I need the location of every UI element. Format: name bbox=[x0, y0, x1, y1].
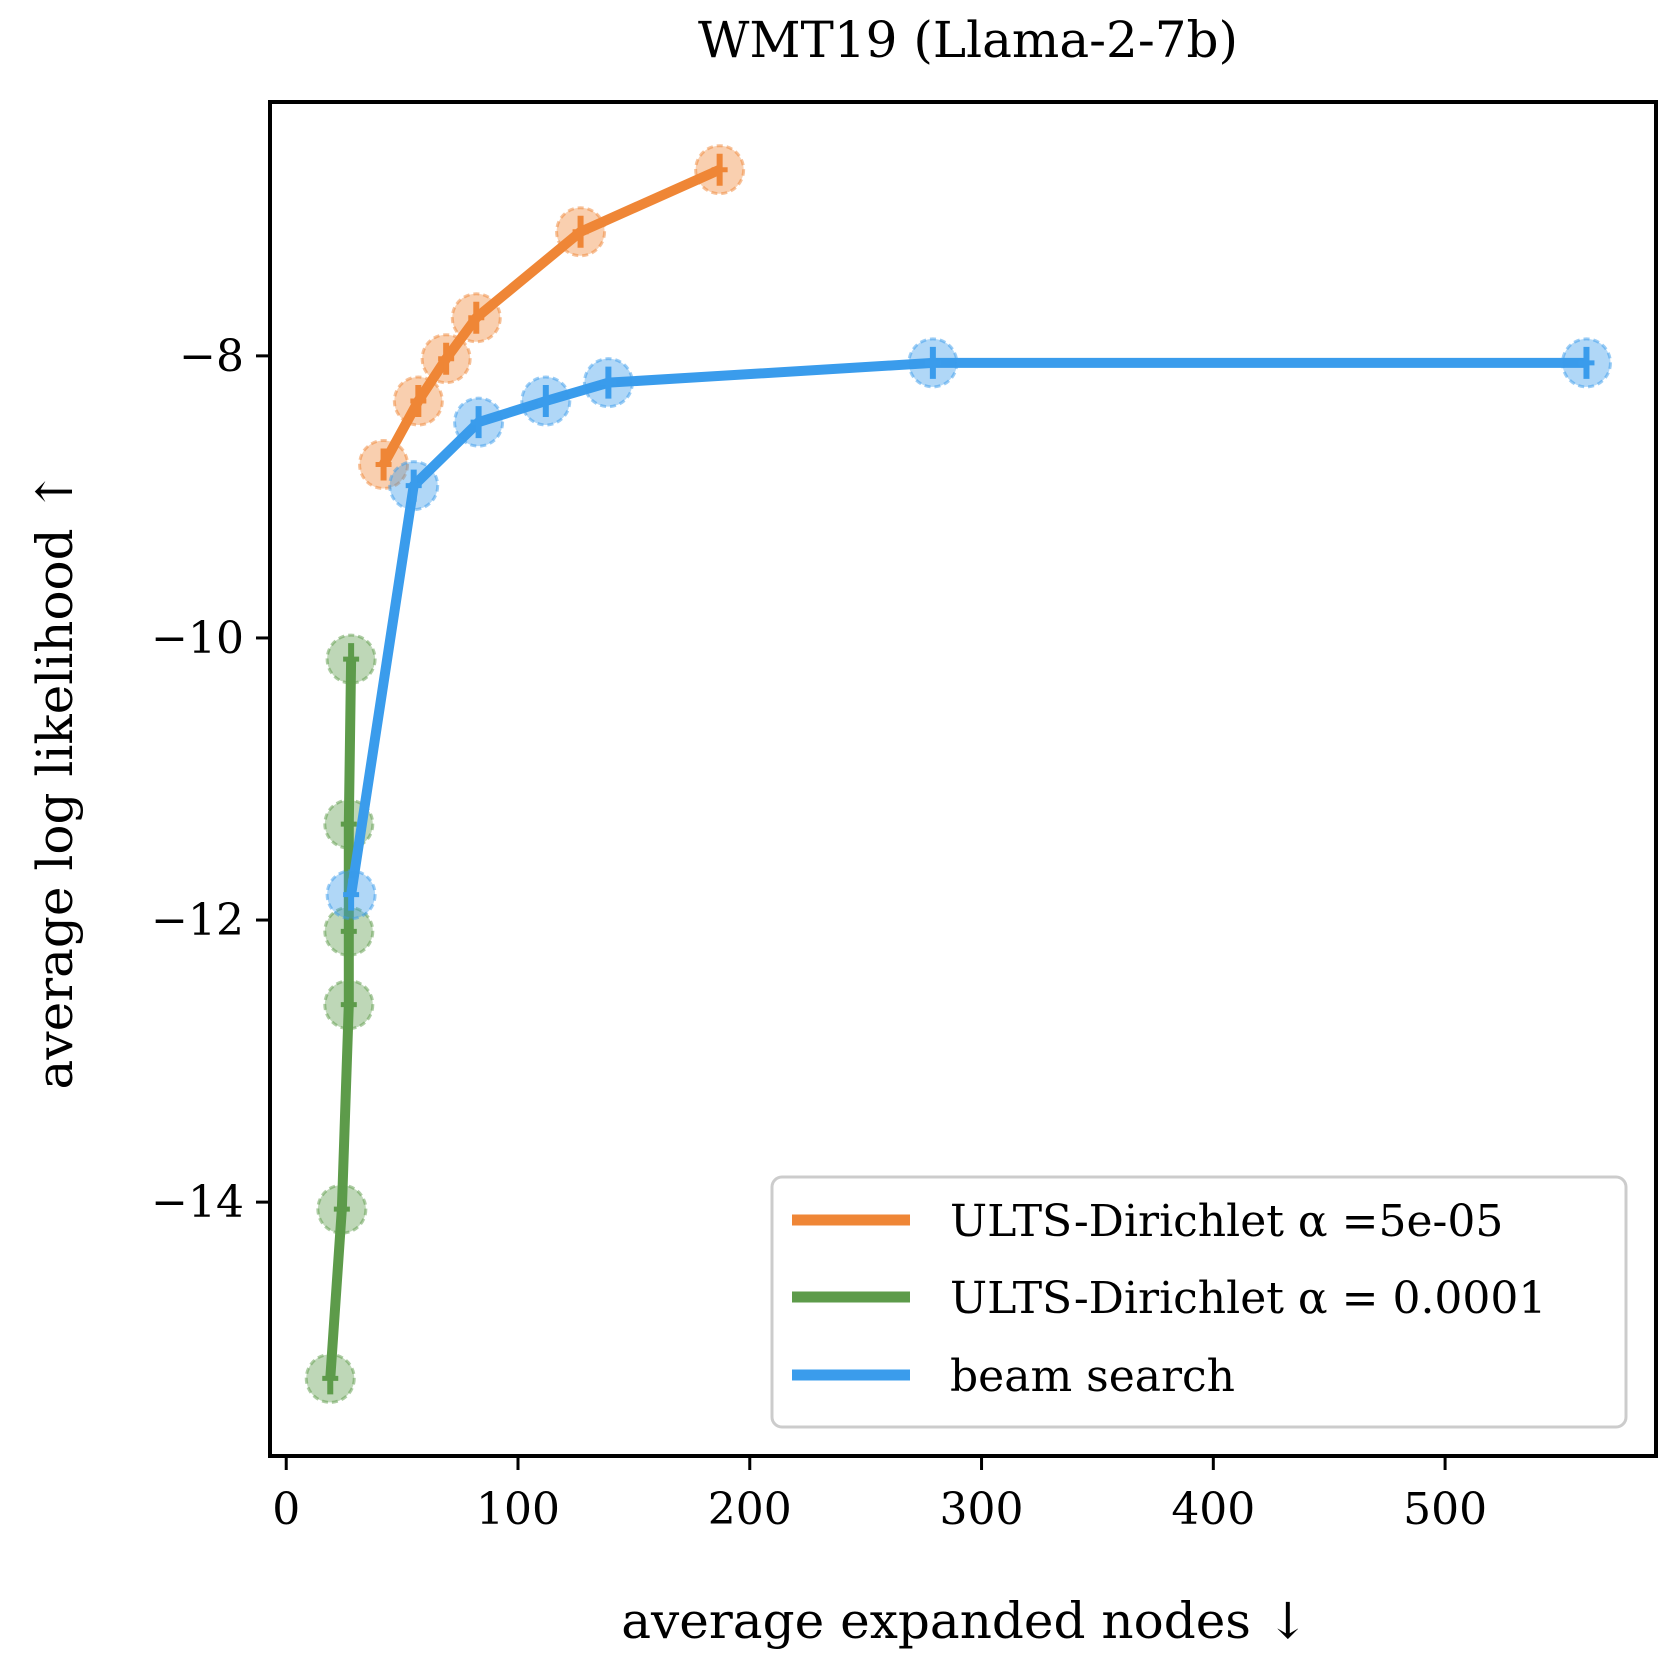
series-line-2 bbox=[346, 357, 1587, 896]
legend-label-ults-5e-05: ULTS-Dirichlet α =5e-05 bbox=[950, 1196, 1503, 1247]
x-tick-label-300: 300 bbox=[940, 1484, 1024, 1535]
x-axis-label: average expanded nodes ↓ bbox=[621, 1592, 1309, 1650]
legend-label-ults-0.0001: ULTS-Dirichlet α = 0.0001 bbox=[950, 1273, 1546, 1324]
y-tick-label--14: −14 bbox=[151, 1177, 244, 1228]
y-tick-label--10: −10 bbox=[151, 613, 244, 664]
x-axis: 0 100 200 300 400 500 bbox=[272, 1456, 1487, 1535]
plot-area bbox=[304, 144, 1612, 1404]
y-axis: −14 −12 −10 −8 bbox=[151, 331, 270, 1228]
plot-frame bbox=[268, 100, 1658, 1458]
y-tick-label--12: −12 bbox=[151, 895, 244, 946]
legend-label-beam-search: beam search bbox=[950, 1351, 1235, 1402]
chart-title: WMT19 (Llama-2-7b) bbox=[698, 11, 1238, 69]
legend: ULTS-Dirichlet α =5e-05 ULTS-Dirichlet α… bbox=[770, 1175, 1628, 1429]
legend-box bbox=[770, 1175, 1628, 1429]
x-tick-label-500: 500 bbox=[1403, 1484, 1487, 1535]
x-tick-label-200: 200 bbox=[708, 1484, 792, 1535]
y-axis-label: average log likelihood ↑ bbox=[26, 471, 84, 1090]
series-1 bbox=[304, 633, 377, 1404]
series-0 bbox=[358, 144, 746, 490]
series-line-1 bbox=[325, 659, 357, 1379]
x-tick-label-400: 400 bbox=[1171, 1484, 1255, 1535]
x-tick-label-100: 100 bbox=[476, 1484, 560, 1535]
y-tick-label--8: −8 bbox=[179, 331, 244, 382]
series-2 bbox=[325, 337, 1612, 921]
x-tick-label-0: 0 bbox=[272, 1484, 300, 1535]
